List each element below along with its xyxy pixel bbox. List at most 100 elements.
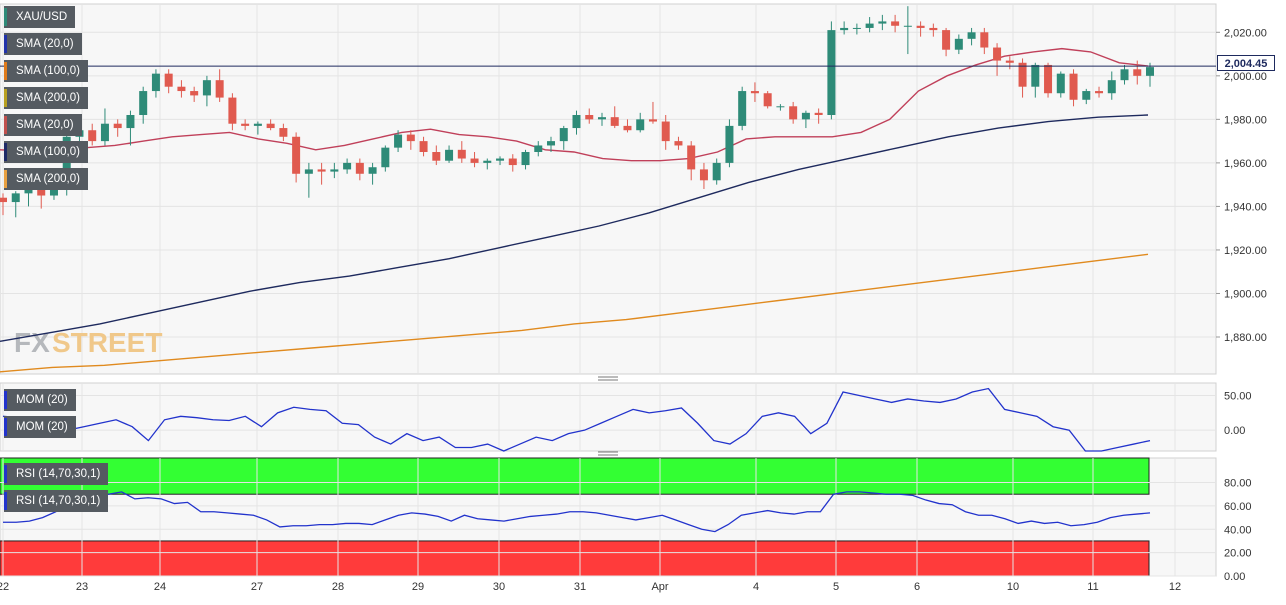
candle	[292, 132, 301, 183]
candle	[164, 69, 173, 94]
candle	[151, 69, 160, 98]
candle	[483, 158, 492, 170]
legend-mom-a[interactable]: MOM (20)	[4, 389, 76, 411]
candle	[1146, 62, 1154, 87]
mom-y-axis: 50.00 0.00	[1224, 390, 1252, 437]
candle	[215, 69, 224, 102]
candle	[954, 34, 963, 55]
y-tick-label: 1,980.00	[1224, 114, 1267, 126]
candle	[648, 101, 657, 124]
candle	[865, 17, 874, 33]
candle	[1031, 62, 1040, 98]
candle	[11, 191, 20, 218]
candle	[304, 162, 313, 198]
candles	[0, 6, 1154, 218]
candle	[878, 14, 887, 31]
legend-sma100-b[interactable]: SMA (100,0)	[4, 141, 88, 163]
candle	[508, 154, 517, 172]
legend-sma200-a[interactable]: SMA (200,0)	[4, 87, 88, 109]
candle	[279, 123, 288, 142]
sma200-line	[0, 253, 1149, 373]
mom-y-tick-label: 0.00	[1224, 425, 1245, 437]
candle	[623, 119, 632, 133]
candle	[827, 21, 836, 120]
x-tick-label: 31	[574, 581, 586, 593]
candle	[725, 119, 734, 168]
candle	[789, 101, 798, 124]
mom-grid	[0, 383, 1216, 451]
panel-splitter[interactable]	[598, 376, 618, 381]
candle	[1107, 71, 1116, 100]
candle	[891, 14, 900, 33]
candle	[1018, 58, 1027, 98]
candle	[496, 156, 505, 166]
candle	[1095, 86, 1104, 98]
candle	[814, 108, 823, 124]
y-tick-label: 1,960.00	[1224, 158, 1267, 170]
y-tick-label: 2,000.00	[1224, 71, 1267, 83]
moving-averages	[0, 47, 1149, 373]
candle	[840, 21, 849, 35]
main-panel-bg	[0, 3, 1217, 375]
fxstreet-watermark: FX STREET	[14, 327, 162, 358]
candle	[88, 123, 97, 146]
sma20-line	[0, 47, 1149, 162]
legend-rsi-b[interactable]: RSI (14,70,30,1)	[4, 490, 109, 512]
candle	[190, 86, 199, 102]
candle	[1056, 71, 1065, 98]
legend-sma20-b[interactable]: SMA (20,0)	[4, 114, 82, 136]
candle	[266, 119, 275, 131]
x-tick-label: 6	[914, 581, 920, 593]
rsi-overbought-zone	[0, 457, 1150, 495]
rsi-y-tick-label: 0.00	[1224, 571, 1245, 583]
candle	[0, 193, 7, 216]
candle	[241, 119, 250, 131]
candle	[1082, 88, 1091, 105]
x-tick-label: 11	[1087, 581, 1098, 593]
mom-line	[2, 387, 1151, 452]
rsi-oversold-zone	[0, 540, 1150, 577]
x-axis: 22 23 24 27 28 29 30 31 Apr 4 5 6 10 11 12	[0, 581, 1181, 593]
rsi-y-tick-label: 60.00	[1224, 501, 1252, 513]
legend-sma20-a[interactable]: SMA (20,0)	[4, 33, 82, 55]
x-tick-label: 29	[412, 581, 424, 593]
current-price-value: 2,004.45	[1224, 58, 1268, 70]
x-tick-label: Apr	[651, 581, 668, 593]
candle	[763, 91, 772, 109]
legend-sma100-a[interactable]: SMA (100,0)	[4, 60, 88, 82]
x-tick-label: 10	[1007, 581, 1019, 593]
candle	[100, 108, 109, 146]
candle	[1005, 56, 1014, 70]
candle	[903, 6, 912, 55]
watermark-street: STREET	[52, 327, 162, 358]
candle	[202, 75, 211, 107]
legend-rsi-a[interactable]: RSI (14,70,30,1)	[4, 463, 109, 485]
candle	[852, 23, 861, 35]
panel-splitter[interactable]	[598, 451, 618, 456]
candle	[967, 27, 976, 46]
candle	[547, 136, 556, 152]
x-tick-label: 23	[76, 581, 88, 593]
candle	[1120, 64, 1129, 85]
rsi-y-tick-label: 40.00	[1224, 524, 1252, 536]
candle	[381, 145, 390, 172]
legend-mom-b[interactable]: MOM (20)	[4, 416, 76, 438]
candle	[980, 27, 989, 55]
candle	[419, 136, 428, 157]
legend-sma200-b[interactable]: SMA (200,0)	[4, 168, 88, 190]
candle	[330, 162, 339, 179]
candle	[126, 110, 135, 146]
candle	[712, 158, 721, 185]
candle	[1044, 62, 1053, 98]
candle	[406, 130, 415, 150]
candle	[942, 27, 951, 57]
candle	[253, 121, 262, 135]
candle	[343, 158, 352, 174]
candle	[559, 125, 568, 150]
rsi-zones	[0, 457, 1150, 577]
legend-xauusd[interactable]: XAU/USD	[4, 6, 76, 28]
y-tick-label: 1,880.00	[1224, 332, 1267, 344]
y-tick-label: 1,900.00	[1224, 288, 1267, 300]
candle	[738, 86, 747, 131]
